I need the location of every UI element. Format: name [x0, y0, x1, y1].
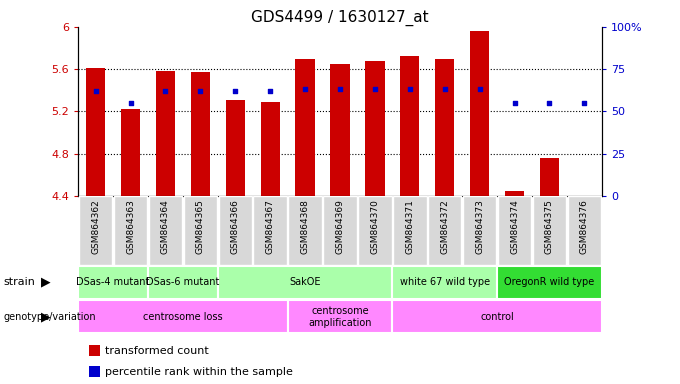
Bar: [260, 102, 279, 196]
Bar: [296, 58, 315, 196]
Bar: [505, 190, 524, 196]
Point: [544, 100, 555, 106]
Bar: [86, 68, 105, 196]
Bar: [435, 58, 454, 196]
Bar: [226, 100, 245, 196]
Bar: [470, 31, 489, 196]
Text: GSM864368: GSM864368: [301, 199, 309, 254]
Bar: [148, 266, 218, 299]
Bar: [114, 196, 148, 265]
Text: GSM864370: GSM864370: [371, 199, 379, 254]
Point: [160, 88, 171, 94]
Bar: [401, 56, 420, 196]
Text: GSM864371: GSM864371: [405, 199, 414, 254]
Text: GSM864376: GSM864376: [580, 199, 589, 254]
Text: GSM864369: GSM864369: [335, 199, 345, 254]
Bar: [393, 196, 426, 265]
Point: [265, 88, 275, 94]
Text: GSM864362: GSM864362: [91, 199, 100, 254]
Point: [125, 100, 136, 106]
Bar: [184, 196, 217, 265]
Bar: [88, 345, 100, 356]
Text: centrosome
amplification: centrosome amplification: [308, 306, 372, 328]
Text: GSM864373: GSM864373: [475, 199, 484, 254]
Point: [335, 86, 345, 93]
Bar: [191, 72, 210, 196]
Text: GSM864366: GSM864366: [231, 199, 240, 254]
Point: [509, 100, 520, 106]
Bar: [330, 64, 350, 196]
Text: GSM864372: GSM864372: [440, 199, 449, 254]
Bar: [365, 61, 384, 196]
Bar: [121, 109, 140, 196]
Text: GSM864364: GSM864364: [161, 199, 170, 254]
Text: OregonR wild type: OregonR wild type: [505, 277, 594, 287]
Point: [579, 100, 590, 106]
Bar: [532, 196, 566, 265]
Point: [195, 88, 206, 94]
Point: [405, 86, 415, 93]
Bar: [78, 300, 288, 333]
Bar: [254, 196, 287, 265]
Bar: [392, 266, 497, 299]
Bar: [78, 266, 148, 299]
Bar: [149, 196, 182, 265]
Point: [439, 86, 450, 93]
Title: GDS4499 / 1630127_at: GDS4499 / 1630127_at: [251, 9, 429, 25]
Bar: [540, 158, 559, 196]
Text: centrosome loss: centrosome loss: [143, 312, 223, 322]
Text: DSas-6 mutant: DSas-6 mutant: [146, 277, 220, 287]
Bar: [497, 266, 602, 299]
Text: transformed count: transformed count: [105, 346, 209, 356]
Bar: [463, 196, 496, 265]
Bar: [392, 300, 602, 333]
Bar: [428, 196, 462, 265]
Bar: [218, 196, 252, 265]
Text: GSM864363: GSM864363: [126, 199, 135, 254]
Text: GSM864367: GSM864367: [266, 199, 275, 254]
Text: ▶: ▶: [41, 276, 51, 289]
Bar: [358, 196, 392, 265]
Bar: [288, 300, 392, 333]
Bar: [498, 196, 531, 265]
Bar: [288, 196, 322, 265]
Text: genotype/variation: genotype/variation: [3, 312, 96, 322]
Text: control: control: [480, 312, 514, 322]
Point: [369, 86, 380, 93]
Text: GSM864375: GSM864375: [545, 199, 554, 254]
Point: [474, 86, 485, 93]
Bar: [156, 71, 175, 196]
Bar: [218, 266, 392, 299]
Bar: [79, 196, 112, 265]
Text: DSas-4 mutant: DSas-4 mutant: [76, 277, 150, 287]
Text: SakOE: SakOE: [290, 277, 321, 287]
Point: [90, 88, 101, 94]
Text: white 67 wild type: white 67 wild type: [400, 277, 490, 287]
Bar: [568, 196, 601, 265]
Bar: [88, 366, 100, 377]
Point: [230, 88, 241, 94]
Text: GSM864365: GSM864365: [196, 199, 205, 254]
Text: strain: strain: [3, 277, 35, 287]
Text: percentile rank within the sample: percentile rank within the sample: [105, 367, 293, 377]
Text: ▶: ▶: [41, 310, 51, 323]
Bar: [323, 196, 357, 265]
Text: GSM864374: GSM864374: [510, 199, 519, 254]
Point: [300, 86, 311, 93]
